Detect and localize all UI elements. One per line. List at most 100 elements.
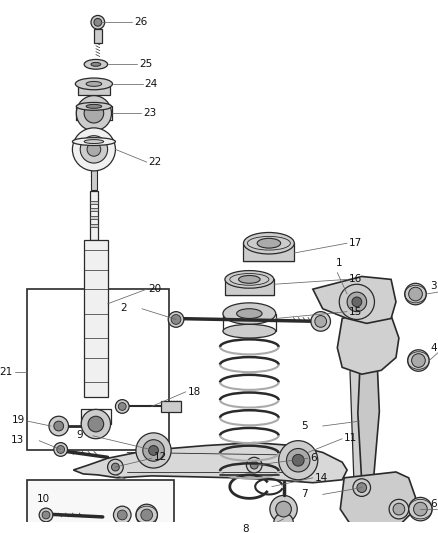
Text: 16: 16 xyxy=(349,274,362,285)
Circle shape xyxy=(412,354,425,367)
Ellipse shape xyxy=(257,238,281,248)
Bar xyxy=(91,142,97,190)
Circle shape xyxy=(54,442,67,456)
Text: 6: 6 xyxy=(431,499,437,509)
Bar xyxy=(94,29,102,43)
Text: 12: 12 xyxy=(154,453,167,462)
Text: 22: 22 xyxy=(148,157,162,167)
Circle shape xyxy=(116,400,129,413)
Text: 24: 24 xyxy=(145,79,158,89)
Text: 2: 2 xyxy=(120,303,127,313)
Ellipse shape xyxy=(223,325,276,338)
Circle shape xyxy=(408,350,429,372)
Circle shape xyxy=(250,461,258,469)
Text: 26: 26 xyxy=(134,17,147,27)
Circle shape xyxy=(168,312,184,327)
Text: 18: 18 xyxy=(188,387,201,397)
Ellipse shape xyxy=(72,138,116,146)
Circle shape xyxy=(347,292,367,312)
Bar xyxy=(90,208,98,211)
Polygon shape xyxy=(74,442,347,483)
Text: 14: 14 xyxy=(315,473,328,483)
Text: 8: 8 xyxy=(243,523,249,533)
Ellipse shape xyxy=(84,60,108,69)
Circle shape xyxy=(409,287,422,301)
Text: 9: 9 xyxy=(77,430,83,440)
Text: 7: 7 xyxy=(301,489,308,499)
Circle shape xyxy=(42,511,50,519)
Circle shape xyxy=(113,506,131,524)
Bar xyxy=(90,191,98,240)
Bar xyxy=(84,240,108,397)
Ellipse shape xyxy=(244,232,294,254)
Circle shape xyxy=(118,402,126,410)
Bar xyxy=(28,289,169,450)
Circle shape xyxy=(279,441,318,480)
Text: 17: 17 xyxy=(349,238,362,248)
Circle shape xyxy=(339,284,374,319)
Ellipse shape xyxy=(237,309,262,319)
Circle shape xyxy=(286,448,310,472)
Text: 3: 3 xyxy=(431,281,437,291)
Circle shape xyxy=(94,19,102,26)
Circle shape xyxy=(81,409,110,439)
Bar xyxy=(161,401,181,413)
Bar xyxy=(244,243,294,261)
Circle shape xyxy=(141,509,152,521)
Ellipse shape xyxy=(239,276,260,284)
Text: 21: 21 xyxy=(0,367,13,377)
Bar xyxy=(81,409,110,424)
Text: 19: 19 xyxy=(12,415,25,425)
Circle shape xyxy=(87,142,101,156)
Bar xyxy=(90,216,98,219)
Circle shape xyxy=(409,497,432,521)
Polygon shape xyxy=(350,335,376,482)
Circle shape xyxy=(136,504,157,526)
Ellipse shape xyxy=(76,102,112,110)
Circle shape xyxy=(389,499,409,519)
Bar xyxy=(78,85,110,95)
Polygon shape xyxy=(358,367,379,482)
Circle shape xyxy=(108,459,123,475)
Circle shape xyxy=(357,483,367,492)
Circle shape xyxy=(54,421,64,431)
Circle shape xyxy=(72,128,116,171)
Circle shape xyxy=(393,503,405,515)
Text: 13: 13 xyxy=(11,435,25,445)
Circle shape xyxy=(49,416,68,436)
Circle shape xyxy=(247,457,262,473)
Text: 1: 1 xyxy=(336,258,343,268)
Text: 11: 11 xyxy=(344,433,357,443)
Circle shape xyxy=(276,502,291,517)
Ellipse shape xyxy=(86,82,102,86)
Ellipse shape xyxy=(225,271,274,288)
Text: 10: 10 xyxy=(37,494,50,504)
Ellipse shape xyxy=(84,140,104,143)
Text: 20: 20 xyxy=(148,284,162,294)
Bar xyxy=(90,224,98,227)
Bar xyxy=(225,279,274,295)
Circle shape xyxy=(315,316,327,327)
Ellipse shape xyxy=(86,104,102,108)
Circle shape xyxy=(57,446,64,454)
Circle shape xyxy=(136,433,171,468)
Circle shape xyxy=(80,136,108,163)
Circle shape xyxy=(311,312,331,331)
Circle shape xyxy=(353,479,371,496)
Circle shape xyxy=(405,284,426,305)
Polygon shape xyxy=(340,472,416,529)
Polygon shape xyxy=(313,277,396,324)
Circle shape xyxy=(143,440,164,461)
Text: 15: 15 xyxy=(349,306,362,317)
Circle shape xyxy=(112,463,119,471)
Circle shape xyxy=(39,508,53,522)
Text: 5: 5 xyxy=(301,421,308,431)
Text: 23: 23 xyxy=(143,108,156,118)
Circle shape xyxy=(413,502,427,516)
Bar xyxy=(90,201,98,204)
Text: 6: 6 xyxy=(310,453,317,463)
Circle shape xyxy=(88,416,104,432)
Circle shape xyxy=(84,103,104,123)
Circle shape xyxy=(91,15,105,29)
Text: 25: 25 xyxy=(139,59,152,69)
